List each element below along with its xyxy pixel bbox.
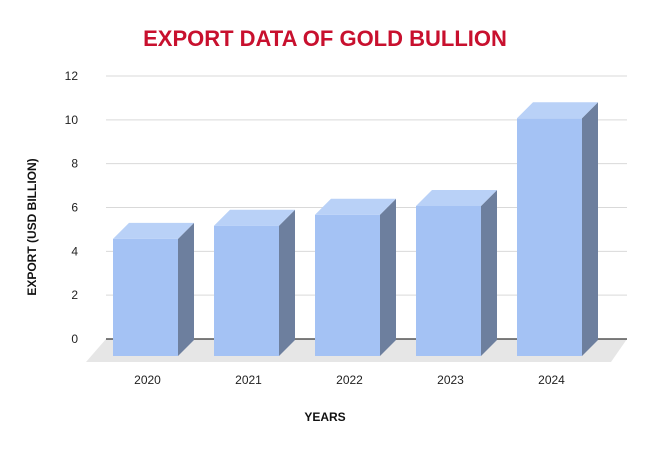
bar-top <box>214 209 295 226</box>
bar-front <box>517 118 582 356</box>
bar-front <box>214 225 279 356</box>
x-tick-label: 2024 <box>538 373 565 387</box>
y-tick-label: 0 <box>71 332 78 346</box>
bar-front <box>113 238 178 356</box>
y-tick-label: 8 <box>71 157 78 171</box>
x-axis-label: YEARS <box>304 410 345 424</box>
x-tick-label: 2020 <box>134 373 161 387</box>
y-tick-label: 12 <box>65 69 79 83</box>
x-tick-label: 2021 <box>235 373 262 387</box>
bar-top <box>517 102 598 119</box>
bar-side <box>178 222 194 356</box>
bar-front <box>416 205 481 356</box>
y-tick-label: 6 <box>71 201 78 215</box>
bar-side <box>481 189 497 356</box>
bar-top <box>315 198 396 215</box>
bar-top <box>113 222 194 239</box>
bar-front <box>315 214 380 356</box>
bar-side <box>279 209 295 356</box>
bar-side <box>582 102 598 356</box>
chart-title: EXPORT DATA OF GOLD BULLION <box>143 26 507 51</box>
y-axis-label: EXPORT (USD BILLION) <box>25 158 39 295</box>
y-tick-label: 4 <box>71 244 78 258</box>
bar-top <box>416 189 497 206</box>
x-tick-label: 2023 <box>437 373 464 387</box>
y-tick-label: 2 <box>71 288 78 302</box>
y-tick-label: 10 <box>65 113 79 127</box>
bar-side <box>380 198 396 356</box>
x-tick-label: 2022 <box>336 373 363 387</box>
